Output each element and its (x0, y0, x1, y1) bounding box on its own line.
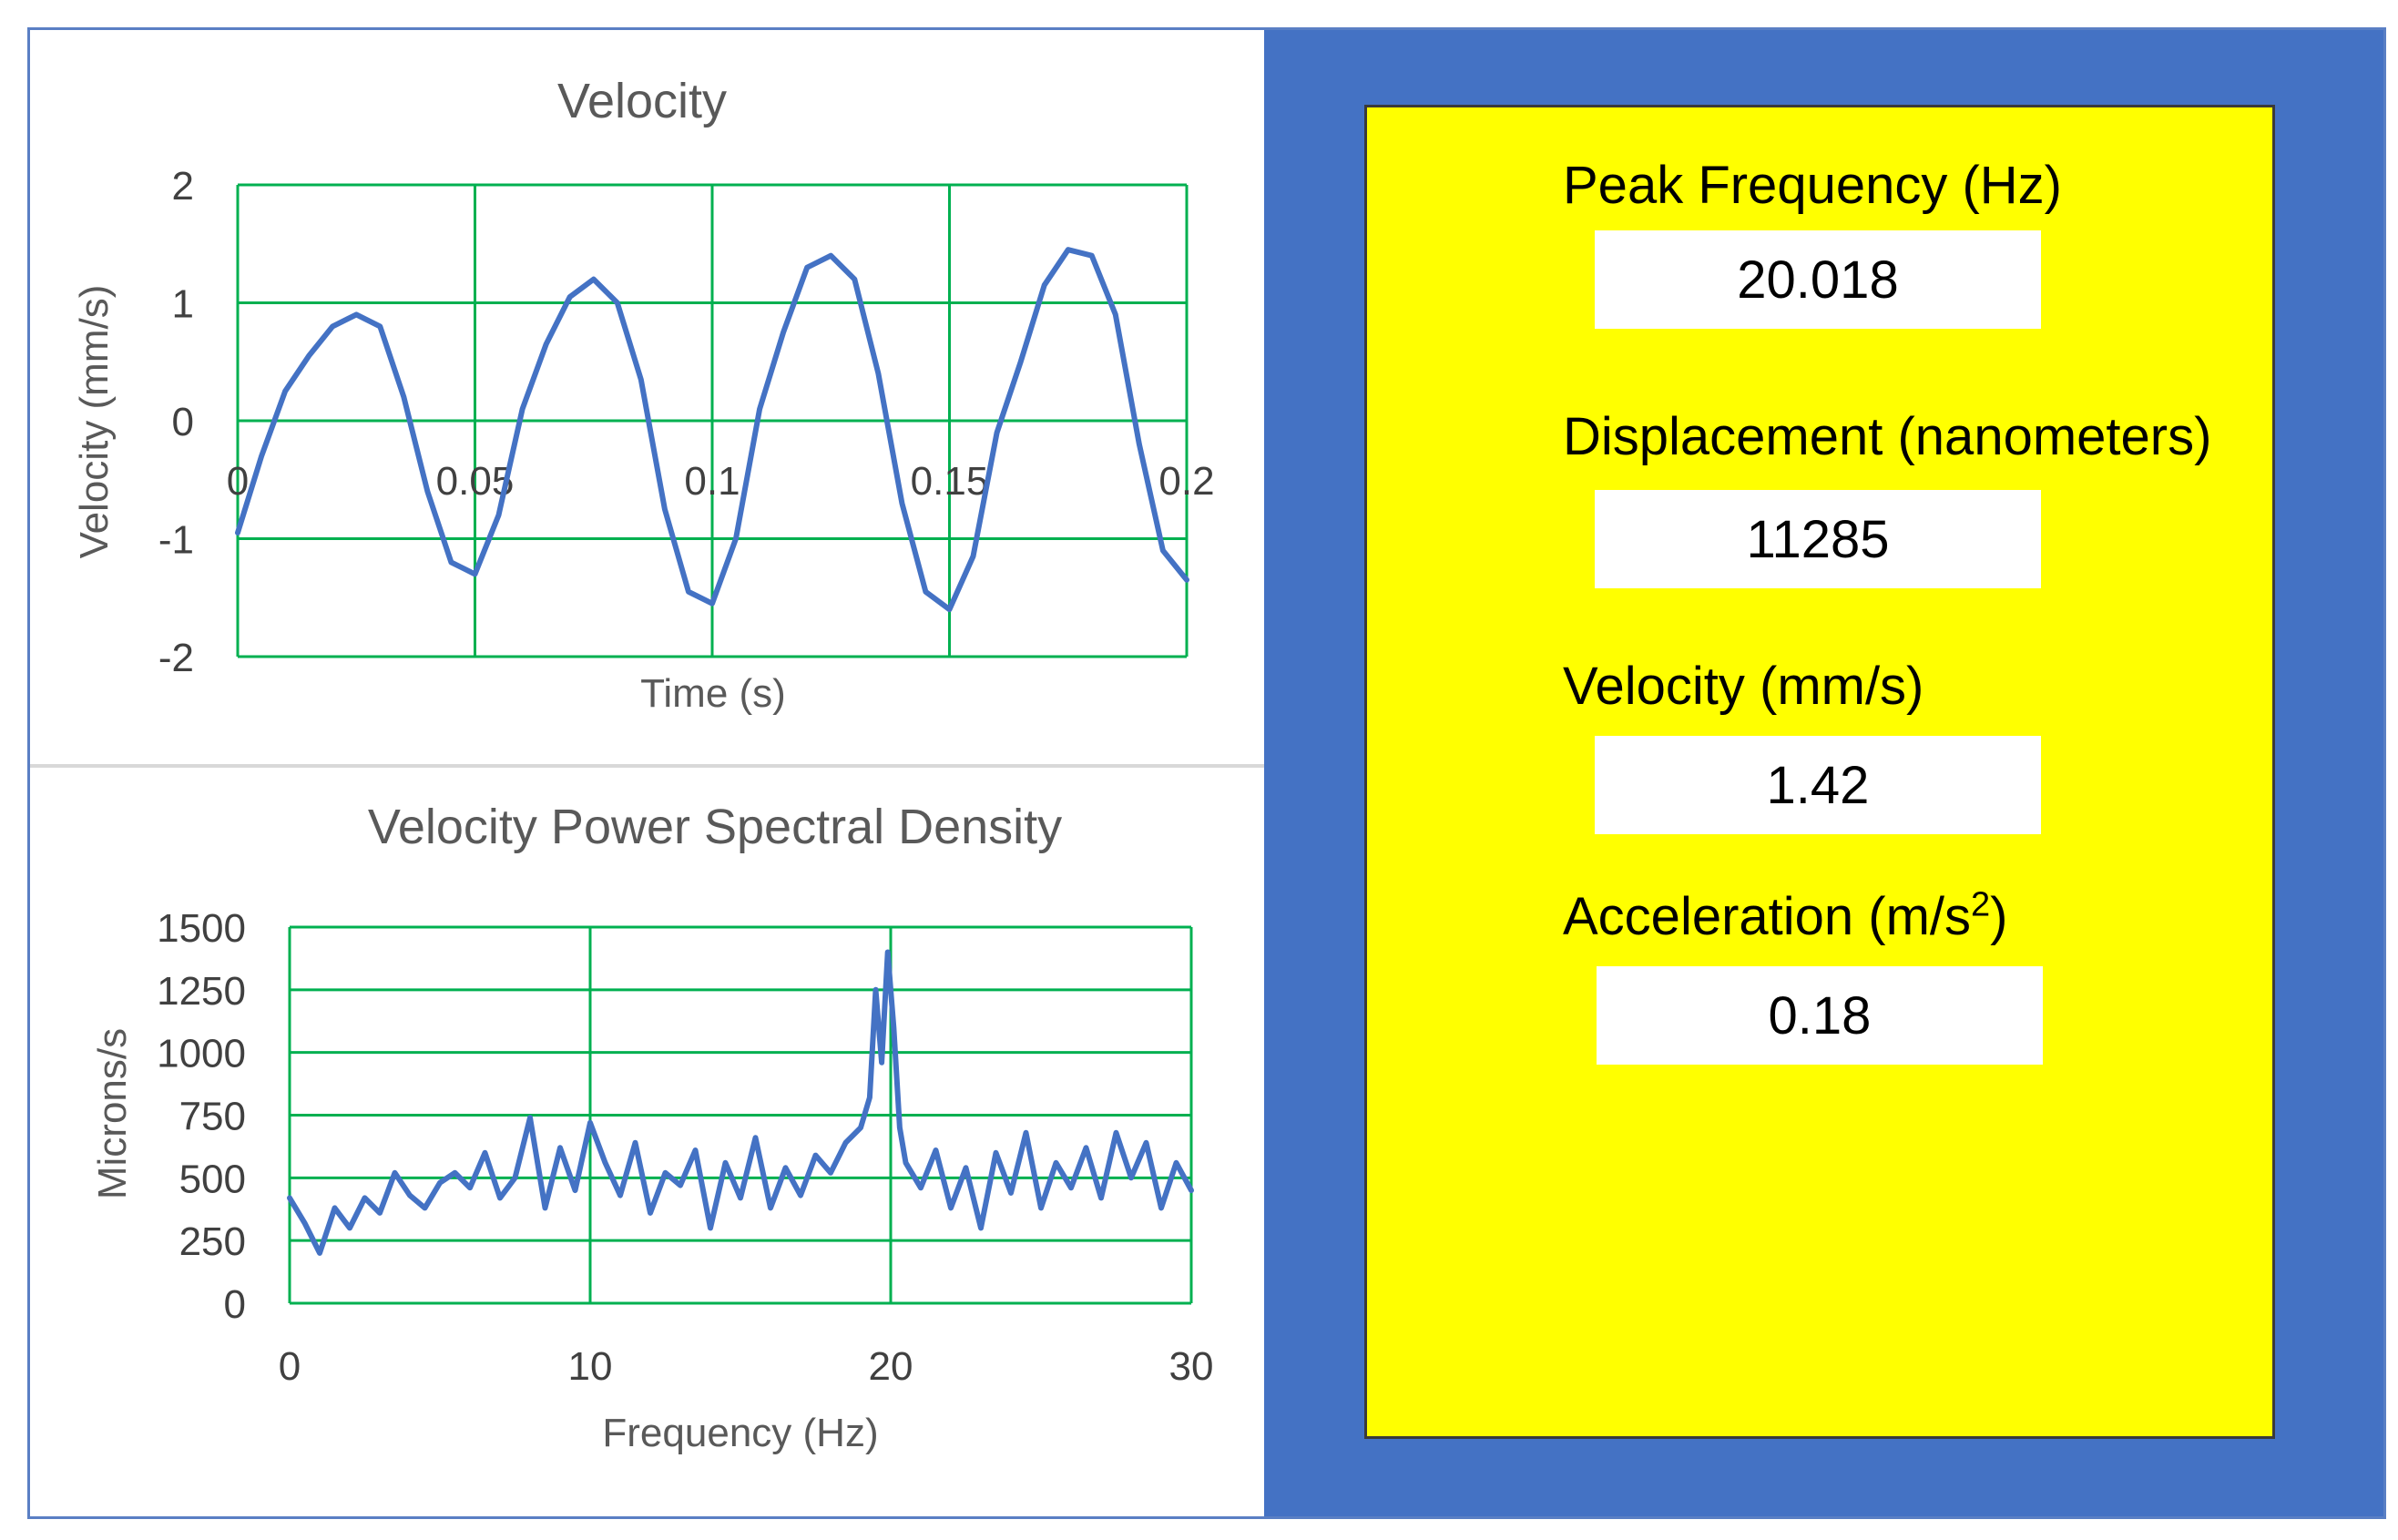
x-tick-label: 30 (1169, 1344, 1214, 1389)
acceleration-label-end: ) (1990, 887, 2008, 946)
x-tick-label: 0 (279, 1344, 301, 1389)
y-tick-label: -2 (158, 636, 194, 680)
data-series-line (287, 949, 1194, 1256)
y-tick-label: 1250 (157, 969, 246, 1014)
y-tick-label: 250 (179, 1219, 246, 1264)
y-tick-label: 750 (179, 1095, 246, 1139)
y-tick-label: 2 (172, 164, 194, 209)
y-tick-label: 0 (172, 400, 194, 444)
acceleration-label: Acceleration (m/s2) (1563, 886, 2008, 947)
velocity-value: 1.42 (1595, 736, 2041, 834)
y-tick-label: 1000 (157, 1032, 246, 1076)
acceleration-value: 0.18 (1597, 966, 2043, 1065)
y-tick-label: -1 (158, 518, 194, 563)
metrics-panel: Peak Frequency (Hz) 20.018 Displacement … (1264, 30, 2383, 1516)
x-axis-label: Frequency (Hz) (602, 1411, 878, 1455)
data-series-line (235, 247, 1189, 613)
x-tick-label: 0.2 (1158, 459, 1214, 504)
y-tick-label: 0 (224, 1282, 246, 1327)
y-tick-label: 1500 (157, 906, 246, 951)
chart-title: Velocity Power Spectral Density (368, 800, 1062, 854)
peak-frequency-value: 20.018 (1595, 230, 2041, 329)
psd-chart-panel: Velocity Power Spectral Density 1500 1250 1… (30, 768, 1264, 1516)
velocity-label: Velocity (mm/s) (1563, 657, 1924, 716)
y-tick-label: 500 (179, 1157, 246, 1201)
acceleration-label-sup: 2 (1971, 885, 1991, 924)
x-tick-label: 0.1 (684, 459, 740, 504)
x-axis-label: Time (s) (640, 671, 786, 716)
x-tick-label: 10 (568, 1344, 613, 1389)
velocity-chart-panel: Velocity 2 1 0 -1 -2 0 0.05 0.1 0.15 0.2 Time (s) Ve… (30, 30, 1264, 768)
acceleration-label-text: Acceleration (m/s (1563, 887, 1972, 946)
x-tick-label: 0.15 (911, 459, 989, 504)
x-tick-label: 20 (869, 1344, 913, 1389)
peak-frequency-label: Peak Frequency (Hz) (1563, 156, 2062, 215)
x-tick-label: 0 (227, 459, 249, 504)
y-tick-label: 1 (172, 282, 194, 327)
metrics-box: Peak Frequency (Hz) 20.018 Displacement … (1364, 105, 2275, 1439)
y-axis-label: Velocity (mm/s) (72, 285, 117, 559)
psd-chart: Velocity Power Spectral Density 1500 1250 1… (90, 800, 1214, 1455)
chart-title: Velocity (557, 74, 727, 128)
displacement-label: Displacement (nanometers) (1563, 407, 2212, 466)
y-axis-label: Microns/s (90, 1028, 135, 1199)
displacement-value: 11285 (1595, 490, 2041, 588)
